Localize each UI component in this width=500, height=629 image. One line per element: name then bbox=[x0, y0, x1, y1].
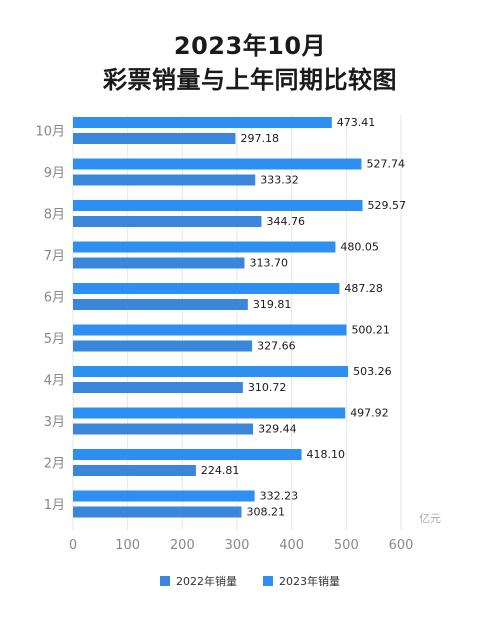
bar-2022 bbox=[73, 423, 254, 435]
bar-2023 bbox=[73, 241, 336, 253]
data-label-2023: 418.10 bbox=[307, 448, 346, 461]
data-label-2023: 332.23 bbox=[260, 490, 299, 503]
y-category-label: 7月 bbox=[44, 249, 65, 264]
data-label-2022: 319.81 bbox=[253, 298, 292, 311]
data-label-2022: 310.72 bbox=[248, 381, 287, 394]
bar-2022 bbox=[73, 174, 256, 186]
bar-2023 bbox=[73, 158, 362, 170]
y-category-label: 10月 bbox=[35, 125, 65, 140]
bar-2022 bbox=[73, 257, 245, 269]
bar-2023 bbox=[73, 283, 340, 294]
chart-title-line2: 彩票销量与上年同期比较图 bbox=[103, 66, 397, 94]
data-label-2022: 224.81 bbox=[201, 464, 240, 477]
bar-2023 bbox=[73, 324, 347, 336]
data-label-2022: 313.70 bbox=[249, 257, 287, 270]
unit-label: 亿元 bbox=[419, 512, 441, 525]
y-category-label: 1月 bbox=[44, 498, 65, 513]
y-category-label: 6月 bbox=[44, 291, 65, 306]
bar-2022 bbox=[73, 299, 248, 310]
bar-2023 bbox=[73, 490, 255, 502]
y-category-label: 9月 bbox=[44, 166, 65, 181]
legend-label-2022: 2022年销量 bbox=[176, 575, 237, 588]
x-tick-label: 500 bbox=[334, 538, 359, 553]
bar-2023 bbox=[73, 449, 302, 460]
x-tick-label: 100 bbox=[115, 538, 140, 553]
x-tick-label: 0 bbox=[69, 538, 77, 553]
data-label-2023: 480.05 bbox=[340, 241, 379, 254]
data-label-2023: 497.92 bbox=[350, 407, 389, 420]
data-label-2022: 308.21 bbox=[246, 506, 285, 519]
legend-swatch-2022 bbox=[160, 576, 170, 586]
legend: 2022年销量 2023年销量 bbox=[0, 573, 500, 589]
bar-2022 bbox=[73, 506, 242, 518]
y-category-label: 5月 bbox=[44, 332, 65, 347]
x-tick-label: 300 bbox=[225, 538, 250, 553]
bar-2023 bbox=[73, 366, 349, 377]
bar-2022 bbox=[73, 216, 262, 227]
y-category-label: 3月 bbox=[44, 415, 65, 430]
y-category-label: 4月 bbox=[44, 374, 65, 389]
bar-2022 bbox=[73, 133, 236, 144]
x-tick-label: 400 bbox=[279, 538, 304, 553]
bar-2023 bbox=[73, 117, 332, 128]
legend-item-2022: 2022年销量 bbox=[160, 573, 237, 589]
data-label-2022: 333.32 bbox=[260, 174, 299, 187]
y-category-label: 8月 bbox=[44, 208, 65, 223]
data-label-2022: 327.66 bbox=[257, 340, 296, 353]
data-label-2023: 529.57 bbox=[367, 199, 406, 212]
bar-2023 bbox=[73, 407, 346, 419]
data-label-2023: 500.21 bbox=[351, 324, 390, 337]
bar-2022 bbox=[73, 465, 196, 476]
chart-title-line1: 2023年10月 bbox=[173, 32, 327, 60]
bar-2023 bbox=[73, 200, 363, 211]
bar-2022 bbox=[73, 340, 253, 352]
data-label-2022: 329.44 bbox=[258, 423, 297, 436]
y-category-label: 2月 bbox=[44, 457, 65, 472]
data-label-2023: 473.41 bbox=[337, 116, 376, 129]
data-label-2022: 344.76 bbox=[266, 215, 305, 228]
legend-item-2023: 2023年销量 bbox=[263, 573, 340, 589]
bar-2022 bbox=[73, 382, 243, 393]
data-label-2023: 487.28 bbox=[344, 282, 383, 295]
legend-label-2023: 2023年销量 bbox=[279, 575, 340, 588]
x-tick-label: 200 bbox=[170, 538, 195, 553]
legend-swatch-2023 bbox=[263, 576, 273, 586]
data-label-2022: 297.18 bbox=[240, 132, 279, 145]
data-label-2023: 527.74 bbox=[366, 158, 405, 171]
x-tick-label: 600 bbox=[389, 538, 414, 553]
data-label-2023: 503.26 bbox=[353, 365, 392, 378]
